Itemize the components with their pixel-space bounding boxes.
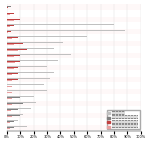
Bar (7, 101, 141, 106)
Bar (7, 103, 23, 104)
Bar (7, 77, 141, 82)
Bar (7, 16, 141, 22)
Bar (7, 67, 18, 68)
Bar (7, 6, 11, 7)
Bar (7, 78, 50, 79)
Bar (7, 98, 12, 99)
Bar (7, 102, 36, 103)
Bar (7, 53, 141, 58)
Bar (7, 4, 141, 10)
Bar (7, 80, 12, 81)
Bar (7, 92, 12, 93)
Bar (7, 85, 23, 86)
Bar (7, 62, 15, 63)
Legend: 検討済み（実施中）, ピーク時電力削減のために新たに検討中, ピーク時電力削減のために今後検討予定, ピーク時電力削減に効果なし（非該当）: 検討済み（実施中）, ピーク時電力削減のために新たに検討中, ピーク時電力削減の… (106, 110, 140, 129)
Bar (7, 114, 23, 115)
Bar (7, 25, 14, 26)
Bar (7, 72, 54, 73)
Bar (7, 12, 20, 13)
Bar (7, 19, 20, 20)
Bar (7, 32, 8, 33)
Bar (7, 84, 44, 85)
Bar (7, 109, 18, 110)
Bar (7, 14, 10, 15)
Bar (7, 125, 141, 130)
Bar (7, 86, 12, 87)
Bar (7, 127, 14, 128)
Bar (7, 91, 20, 92)
Bar (7, 110, 11, 111)
Bar (7, 38, 12, 39)
Bar (7, 61, 20, 62)
Bar (7, 54, 71, 55)
Bar (7, 96, 34, 97)
Bar (7, 20, 14, 21)
Bar (7, 79, 20, 80)
Bar (7, 128, 10, 129)
Bar (7, 66, 47, 67)
Bar (7, 48, 54, 49)
Bar (7, 50, 18, 51)
Bar (7, 7, 8, 8)
Bar (7, 13, 14, 14)
Bar (7, 56, 14, 57)
Bar (7, 115, 20, 116)
Bar (7, 31, 11, 32)
Bar (7, 29, 141, 34)
Bar (7, 65, 141, 70)
Bar (7, 121, 14, 122)
Bar (7, 120, 18, 121)
Bar (7, 36, 87, 37)
Bar (7, 104, 12, 105)
Bar (7, 43, 23, 44)
Bar (7, 26, 10, 27)
Bar (7, 90, 47, 91)
Bar (7, 116, 12, 117)
Bar (7, 49, 27, 50)
Bar (7, 113, 141, 118)
Bar (7, 60, 58, 61)
Bar (7, 108, 31, 109)
Bar (7, 68, 14, 69)
Bar (7, 74, 12, 75)
Bar (7, 42, 63, 43)
Bar (7, 122, 10, 123)
Bar (7, 37, 18, 38)
Bar (7, 55, 20, 56)
Bar (7, 126, 27, 127)
Bar (7, 89, 141, 94)
Bar (7, 97, 20, 98)
Bar (7, 41, 141, 46)
Bar (7, 44, 14, 45)
